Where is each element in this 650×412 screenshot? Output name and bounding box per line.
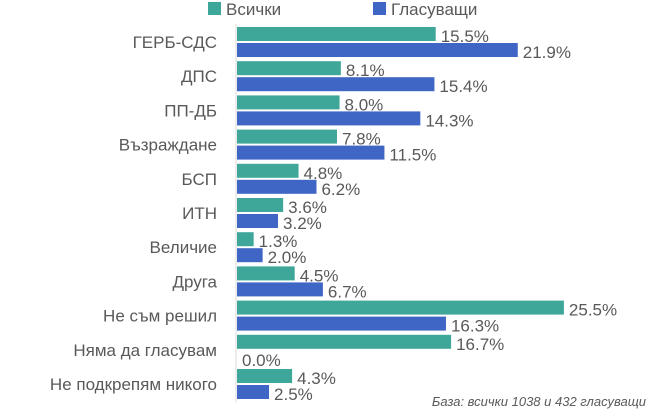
bar-voters <box>237 214 279 228</box>
bar-all <box>237 198 284 212</box>
bar-all <box>237 129 337 144</box>
value-label-all: 7.8% <box>342 130 381 149</box>
value-label-all: 8.0% <box>345 95 384 114</box>
legend-label-1: Всички <box>226 0 281 19</box>
value-label-all: 3.6% <box>288 198 327 217</box>
category-label: Друга <box>172 272 217 291</box>
value-label-all: 1.3% <box>259 232 298 251</box>
value-label-voters: 0.0% <box>242 351 281 370</box>
value-label-all: 4.5% <box>300 266 339 285</box>
bar-voters <box>237 145 385 160</box>
value-label-voters: 6.7% <box>328 282 367 301</box>
bar-all <box>237 95 340 110</box>
value-label-all: 8.1% <box>346 61 385 80</box>
category-label: Няма да гласувам <box>73 341 217 360</box>
category-label: Не подкрепям никого <box>50 375 217 394</box>
bar-all <box>237 266 295 281</box>
value-label-all: 15.5% <box>441 27 489 46</box>
bar-all <box>237 334 452 349</box>
bar-voters <box>237 282 323 297</box>
bar-all <box>237 163 299 178</box>
value-label-voters: 2.5% <box>274 385 313 404</box>
legend-swatch-2 <box>373 2 386 15</box>
bar-voters <box>237 316 446 331</box>
value-label-all: 16.7% <box>456 335 504 354</box>
category-label: ПП-ДБ <box>164 101 217 120</box>
bars: ГЕРБ-СДС 15.5% 21.9% ДПС 8.1% 15.4% ПП-ДБ 8.0% 1… <box>50 27 617 404</box>
bar-voters <box>237 179 317 194</box>
bar-voters <box>237 77 435 92</box>
value-label-voters: 16.3% <box>451 317 499 336</box>
value-label-voters: 6.2% <box>321 180 360 199</box>
bar-all <box>237 232 254 247</box>
base-note: База: всички 1038 и 432 гласуващи <box>432 394 646 409</box>
category-label: БСП <box>182 170 217 189</box>
legend-label-2: Гласуващи <box>391 0 477 19</box>
bar-all <box>237 27 436 41</box>
value-label-all: 4.3% <box>297 369 336 388</box>
category-label: ДПС <box>181 67 217 86</box>
category-label: Не съм решил <box>103 307 217 326</box>
category-label: ГЕРБ-СДС <box>133 33 217 52</box>
bar-voters <box>237 111 421 126</box>
value-label-all: 4.8% <box>304 164 343 183</box>
value-label-voters: 21.9% <box>523 43 571 62</box>
value-label-voters: 11.5% <box>389 146 436 165</box>
legend: Всички Гласуващи <box>208 0 477 19</box>
value-label-voters: 15.4% <box>439 77 487 96</box>
category-label: Величие <box>150 238 217 257</box>
category-label: ИТН <box>182 204 217 223</box>
bar-all <box>237 369 293 383</box>
value-label-voters: 2.0% <box>268 248 307 267</box>
value-label-voters: 3.2% <box>283 214 322 233</box>
legend-swatch-1 <box>208 2 221 15</box>
bar-voters <box>237 248 263 263</box>
value-label-voters: 14.3% <box>425 111 473 130</box>
bar-voters <box>237 43 518 57</box>
bar-all <box>237 61 341 76</box>
category-label: Възраждане <box>119 136 217 155</box>
bar-all <box>237 300 564 315</box>
value-label-all: 25.5% <box>569 301 617 320</box>
bar-voters <box>237 385 270 399</box>
